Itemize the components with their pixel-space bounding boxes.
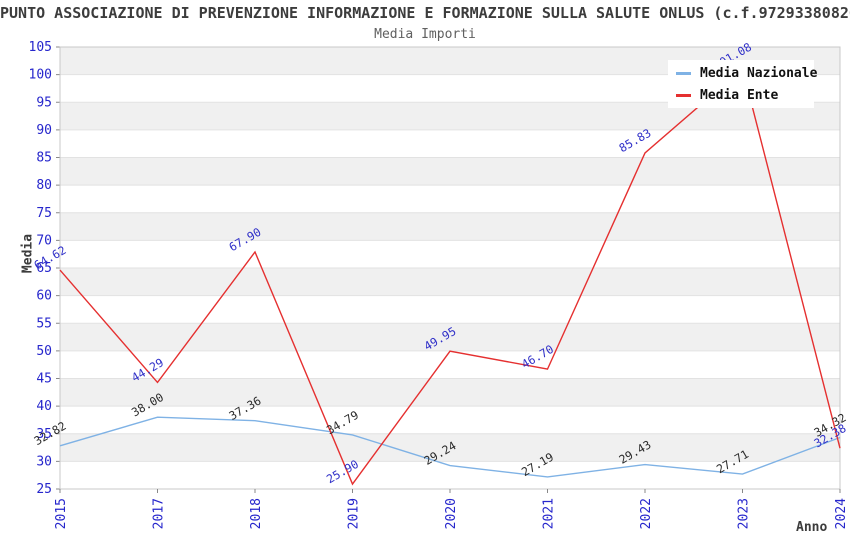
legend-label: Media Nazionale: [700, 65, 818, 81]
plot-band: [60, 433, 840, 462]
legend-label: Media Ente: [700, 87, 779, 103]
y-tick-label: 60: [36, 289, 52, 304]
x-tick-label: 2024: [834, 498, 849, 529]
y-tick-label: 75: [36, 206, 52, 221]
plot-band: [60, 323, 840, 351]
y-tick-label: 100: [29, 68, 52, 83]
x-tick-label: 2017: [152, 498, 167, 529]
y-tick-label: 90: [36, 123, 52, 138]
y-tick-label: 50: [36, 344, 52, 359]
x-tick-label: 2019: [347, 498, 362, 529]
y-tick-label: 85: [36, 151, 52, 166]
chart-legend: Media Nazionale Media Ente: [668, 60, 818, 108]
plot-band: [60, 212, 840, 241]
y-tick-label: 70: [36, 233, 52, 248]
y-tick-label: 30: [36, 454, 52, 469]
x-tick-label: 2015: [54, 498, 69, 529]
y-tick-label: 40: [36, 399, 52, 414]
x-tick-label: 2022: [639, 498, 654, 529]
x-tick-label: 2021: [542, 498, 557, 529]
data-label: 34.79: [324, 408, 361, 437]
media-nazionale-line-swatch-icon: [676, 71, 691, 75]
x-tick-label: 2023: [737, 498, 752, 529]
y-tick-label: 95: [36, 95, 52, 110]
y-tick-label: 105: [29, 40, 52, 55]
y-tick-label: 55: [36, 316, 52, 331]
legend-item-media-ente: Media Ente: [676, 84, 814, 106]
y-axis-title: Media: [20, 233, 36, 274]
chart-title: PUNTO ASSOCIAZIONE DI PREVENZIONE INFORM…: [0, 4, 850, 22]
y-tick-label: 80: [36, 178, 52, 193]
plot-band: [60, 378, 840, 407]
y-tick-label: 35: [36, 427, 52, 442]
plot-band: [60, 157, 840, 186]
legend-item-media-nazionale: Media Nazionale: [676, 62, 818, 84]
y-tick-label: 25: [36, 482, 52, 497]
x-tick-label: 2020: [444, 498, 459, 529]
media-ente-line-swatch-icon: [676, 93, 691, 97]
x-tick-label: 2018: [249, 498, 264, 529]
plot-band: [60, 268, 840, 296]
series-line-media-nazionale: [59, 416, 841, 478]
y-tick-label: 65: [36, 261, 52, 276]
y-tick-label: 45: [36, 372, 52, 387]
x-axis-title: Anno: [796, 520, 828, 535]
chart-subtitle: Media Importi: [374, 27, 476, 42]
